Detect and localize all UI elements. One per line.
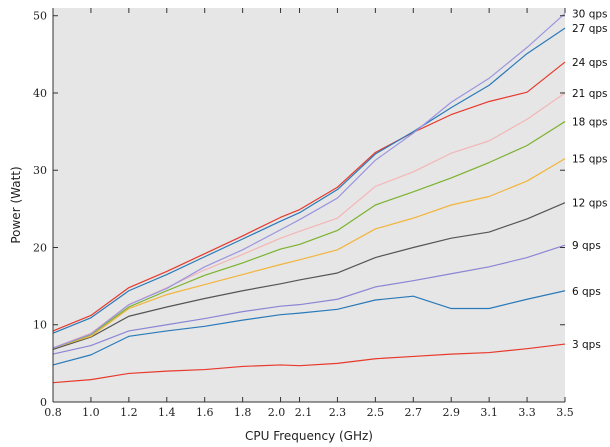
x-tick-label: 2.9 (442, 406, 460, 419)
x-tick-label: 3.1 (480, 406, 498, 419)
plot-background (53, 8, 565, 402)
series-line-24-qps (52, 61, 566, 332)
series-line-27-qps (52, 27, 566, 334)
x-tick-label: 1.2 (120, 406, 138, 419)
y-tick-label: 40 (33, 87, 47, 100)
series-line-6-qps (52, 290, 566, 366)
y-tick-label: 10 (33, 319, 47, 332)
series-label: 30 qps (572, 8, 608, 20)
x-tick-label: 1.8 (234, 406, 252, 419)
y-tick-label: 30 (33, 164, 47, 177)
series-label: 15 qps (572, 154, 608, 166)
x-tick-label: 1.6 (196, 406, 214, 419)
series-label: 9 qps (572, 240, 601, 252)
x-axis-title: CPU Frequency (GHz) (245, 429, 373, 443)
series-line-15-qps (52, 158, 566, 349)
series-label: 21 qps (572, 88, 608, 100)
series-line-12-qps (52, 202, 566, 351)
series-line-9-qps (52, 244, 566, 355)
series-line-18-qps (52, 121, 566, 349)
x-tick-label: 3.5 (556, 406, 574, 419)
series-label: 18 qps (572, 117, 608, 129)
series-label: 6 qps (572, 286, 601, 298)
series-layer (52, 12, 566, 384)
series-label: 24 qps (572, 57, 608, 69)
x-tick-label: 1.0 (82, 406, 100, 419)
series-label: 27 qps (572, 23, 608, 35)
series-line-30-qps (52, 12, 566, 349)
y-tick-label: 20 (33, 241, 47, 254)
x-axis-ticks: 0.8 1.0 1.2 1.4 1.6 1.8 2.0 2.1 2.3 2.5 2.7 2.9 3.1 3… (44, 8, 574, 419)
x-tick-label: 2.0 (268, 406, 286, 419)
y-axis-ticks: 0 10 20 30 40 50 (33, 10, 565, 409)
x-tick-label: 2.3 (329, 406, 347, 419)
y-tick-label: 50 (33, 10, 47, 23)
axes-layer (52, 8, 565, 403)
x-tick-label: 2.7 (405, 406, 423, 419)
y-tick-label: 0 (40, 396, 47, 409)
series-labels: 30 qps 27 qps 24 qps 21 qps 18 qps 15 qps 12 q… (572, 8, 608, 351)
series-label: 3 qps (572, 339, 601, 351)
series-label: 12 qps (572, 198, 608, 210)
y-axis-title: Power (Watt) (9, 166, 23, 243)
x-tick-label: 2.5 (367, 406, 385, 419)
x-tick-label: 2.1 (295, 406, 313, 419)
x-tick-label: 1.4 (158, 406, 176, 419)
x-tick-label: 0.8 (44, 406, 62, 419)
series-line-3-qps (52, 343, 566, 384)
x-tick-label: 3.3 (518, 406, 536, 419)
